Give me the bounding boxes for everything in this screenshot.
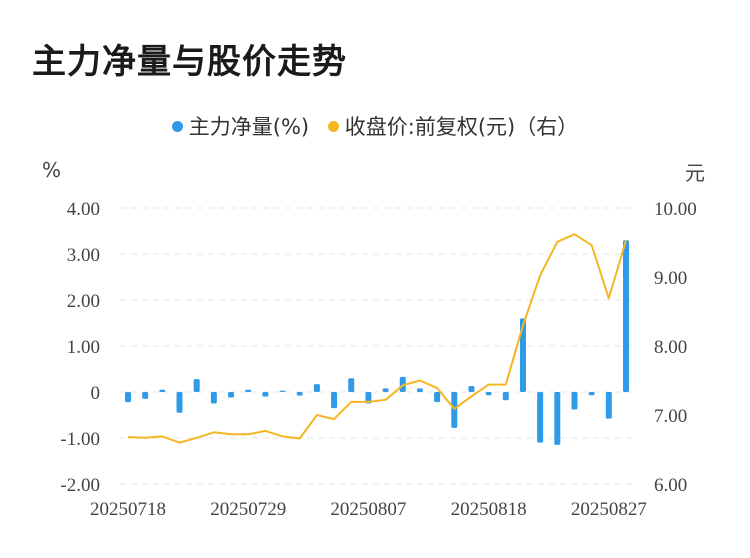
left-axis-unit: % [42,158,62,182]
y-left-tick-label: -2.00 [60,475,100,496]
bar-net-volume [519,318,526,392]
bar-net-volume [502,392,509,401]
bar-net-volume [571,392,578,410]
y-right-tick-label: 10.00 [654,199,697,220]
bar-net-volume [588,392,595,396]
y-right-tick-label: 7.00 [654,406,687,427]
bar-net-volume [451,392,458,428]
y-right-tick-label: 9.00 [654,268,687,289]
legend-label-close-price: 收盘价:前复权(元)（右） [344,115,579,139]
bar-net-volume [245,389,252,392]
bar-net-volume [416,388,423,392]
y-left-tick-label: 4.00 [67,199,100,220]
bar-net-volume [605,392,612,419]
x-tick-label: 20250827 [571,499,647,520]
bar-net-volume [434,392,441,403]
bar-net-volume [313,384,320,392]
bar-net-volume [296,392,303,396]
legend-label-net-volume: 主力净量(%) [188,115,310,139]
right-axis-unit: 元 [685,161,705,185]
bar-net-volume [554,392,561,445]
bar-net-volume [159,389,166,392]
bar-net-volume [210,392,217,404]
line-close-price [127,233,627,444]
bar-net-volume [125,392,131,403]
legend-dot-orange-icon [327,120,339,132]
bar-net-volume [468,386,475,392]
bar-net-volume [382,388,389,392]
legend-dot-blue-icon [171,120,183,132]
bar-net-volume [348,378,355,392]
y-left-tick-label: 0 [91,383,101,404]
legend: 主力净量(%) 收盘价:前复权(元)（右） [0,111,750,141]
legend-item-close-price[interactable]: 收盘价:前复权(元)（右） [327,111,579,141]
bar-net-volume [537,392,544,443]
bar-net-volume [228,392,235,398]
y-left-tick-label: -1.00 [60,429,100,450]
bar-net-volume [193,379,200,392]
bar-net-volume [485,392,492,396]
x-tick-label: 20250807 [330,499,406,520]
chart-title: 主力净量与股价走势 [32,42,347,82]
bar-net-volume [623,240,629,392]
bar-net-volume [176,392,183,413]
bar-net-volume [365,392,372,404]
bar-net-volume [279,390,286,392]
y-left-tick-label: 1.00 [67,337,100,358]
bar-net-volume [262,392,269,397]
y-left-tick-label: 3.00 [67,245,100,266]
y-left-tick-label: 2.00 [67,291,100,312]
y-right-tick-label: 6.00 [654,475,687,496]
x-tick-label: 20250718 [90,499,166,520]
y-right-tick-label: 8.00 [654,337,687,358]
bar-net-volume [142,392,149,399]
x-tick-label: 20250818 [451,499,527,520]
bar-net-volume [331,392,338,409]
x-tick-label: 20250729 [210,499,286,520]
legend-item-net-volume[interactable]: 主力净量(%) [171,111,310,141]
